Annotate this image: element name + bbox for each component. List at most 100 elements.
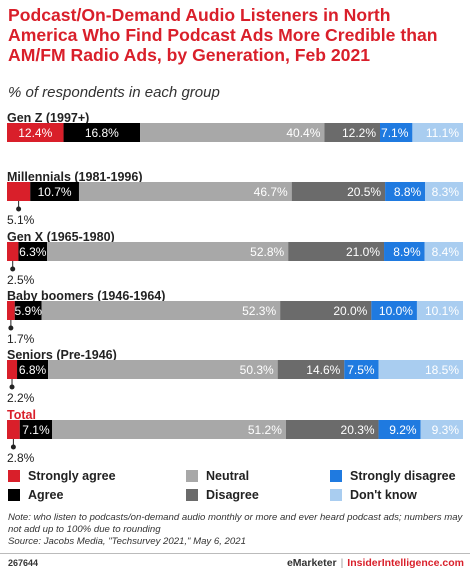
bar-segment-disagree [285, 420, 379, 439]
legend-swatch-neutral [186, 470, 198, 482]
data-label-dont-know: 8.4% [432, 245, 460, 259]
data-label-agree: 7.1% [22, 423, 50, 437]
legend-item-neutral: Neutral [186, 469, 249, 483]
bar-segment-agree [17, 360, 49, 379]
category-label: Gen Z (1997+) [7, 111, 89, 125]
bar-segment-dont-know [424, 242, 463, 261]
brand-insider-intelligence-link[interactable]: InsiderIntelligence.com [347, 557, 464, 569]
chart-title: Podcast/On-Demand Audio Listeners in Nor… [8, 5, 438, 65]
legend-item-agree: Agree [8, 488, 63, 502]
note-text: Note: who listen to podcasts/on-demand a… [8, 512, 463, 535]
callout-dot [9, 384, 15, 390]
data-label-strongly-agree: 5.1% [7, 213, 35, 227]
data-label-strongly-disagree: 9.2% [389, 423, 417, 437]
bar-segment-strongly-agree [7, 360, 18, 379]
bar-segment-disagree [324, 123, 381, 142]
category-label: Baby boomers (1946-1964) [7, 289, 165, 303]
bar-segment-agree [63, 123, 141, 142]
bar-segment-dont-know [416, 301, 463, 320]
bar-segment-strongly-agree [7, 242, 19, 261]
data-label-neutral: 46.7% [254, 185, 288, 199]
brand-emarketer: eMarketer [286, 557, 337, 569]
data-label-neutral: 51.2% [248, 423, 282, 437]
legend-swatch-strongly-disagree [330, 470, 342, 482]
bar-segment-disagree [291, 182, 386, 201]
legend-label: Agree [28, 488, 64, 502]
legend-label: Disagree [206, 488, 259, 502]
data-label-strongly-agree: 12.4% [18, 126, 52, 140]
data-label-strongly-disagree: 8.9% [393, 245, 421, 259]
bar-segment-strongly-disagree [378, 420, 421, 439]
legend-item-disagree: Disagree [186, 488, 259, 502]
data-label-disagree: 12.2% [342, 126, 376, 140]
bar-segment-disagree [288, 242, 385, 261]
bar-segment-strongly-agree [7, 420, 20, 439]
data-label-strongly-agree: 2.2% [7, 391, 35, 405]
legend-swatch-disagree [186, 489, 198, 501]
legend-label: Strongly disagree [350, 469, 456, 483]
source-text: Source: Jacobs Media, "Techsurvey 2021,"… [8, 536, 246, 547]
chart-id: 267644 [8, 558, 39, 568]
footer: 267644 eMarketer | InsiderIntelligence.com [0, 553, 470, 573]
data-label-strongly-agree: 2.8% [7, 451, 35, 465]
legend-swatch-dont-know [330, 489, 342, 501]
chart-subtitle: % of respondents in each group [8, 84, 220, 101]
legend-item-dont-know: Don't know [330, 488, 417, 502]
category-label: Gen X (1965-1980) [7, 230, 115, 244]
bar-segment-disagree [277, 360, 345, 379]
data-label-strongly-disagree: 7.1% [381, 126, 409, 140]
bar-segment-strongly-disagree [380, 123, 413, 142]
data-label-strongly-disagree: 8.8% [394, 185, 422, 199]
data-label-agree: 6.8% [19, 363, 47, 377]
bar-segment-strongly-disagree [385, 182, 426, 201]
bar-segment-neutral [140, 123, 325, 142]
bar-segment-neutral [47, 242, 289, 261]
bar-segment-neutral [41, 301, 281, 320]
bar-segment-dont-know [378, 360, 463, 379]
data-label-strongly-agree: 1.7% [7, 332, 35, 346]
bar-segment-agree [19, 420, 53, 439]
brand: eMarketer | InsiderIntelligence.com [287, 557, 464, 569]
bar-segment-strongly-disagree [384, 242, 425, 261]
legend-item-strongly-disagree: Strongly disagree [330, 469, 456, 483]
bar-segment-strongly-disagree [371, 301, 417, 320]
brand-separator: | [340, 557, 344, 569]
bar-segment-dont-know [420, 420, 463, 439]
legend-item-strongly-agree: Strongly agree [8, 469, 116, 483]
chart-note: Note: who listen to podcasts/on-demand a… [8, 512, 466, 548]
callout-dot [10, 444, 16, 450]
callout-dot [10, 266, 16, 272]
data-label-dont-know: 8.3% [432, 185, 460, 199]
data-label-dont-know: 10.1% [425, 304, 459, 318]
stacked-bar-chart: Gen Z (1997+)12.4% 16.8% 40.4% 12.2% 7.1% 11.… [7, 111, 463, 465]
data-label-agree: 5.9% [15, 304, 43, 318]
data-label-strongly-agree: 2.5% [7, 273, 35, 287]
data-label-strongly-disagree: 10.0% [379, 304, 413, 318]
data-label-neutral: 50.3% [240, 363, 274, 377]
bar-segment-strongly-disagree [344, 360, 379, 379]
legend-label: Strongly agree [28, 469, 116, 483]
data-label-disagree: 14.6% [306, 363, 340, 377]
data-label-dont-know: 11.1% [426, 126, 459, 140]
data-label-disagree: 20.5% [347, 185, 381, 199]
category-label: Total [7, 408, 36, 422]
data-label-neutral: 40.4% [286, 126, 320, 140]
bar-segment-neutral [78, 182, 292, 201]
legend-label: Neutral [206, 469, 250, 483]
bar-segment-neutral [48, 360, 278, 379]
bar-segment-disagree [280, 301, 372, 320]
data-label-neutral: 52.8% [250, 245, 284, 259]
bar-segment-agree [18, 242, 48, 261]
category-label: Seniors (Pre-1946) [7, 348, 117, 362]
bar-segment-strongly-agree [7, 301, 15, 320]
callout-dot [8, 325, 14, 331]
category-label: Millennials (1981-1996) [7, 170, 142, 184]
legend-label: Don't know [350, 488, 417, 502]
data-label-dont-know: 9.3% [432, 423, 460, 437]
data-label-disagree: 20.3% [341, 423, 375, 437]
legend: Strongly agree Neutral Strongly disagree… [8, 465, 468, 505]
bar-segment-strongly-agree [7, 182, 31, 201]
bar-segment-agree [30, 182, 79, 201]
bar-segment-strongly-agree [7, 123, 64, 142]
bar-segment-dont-know [412, 123, 463, 142]
